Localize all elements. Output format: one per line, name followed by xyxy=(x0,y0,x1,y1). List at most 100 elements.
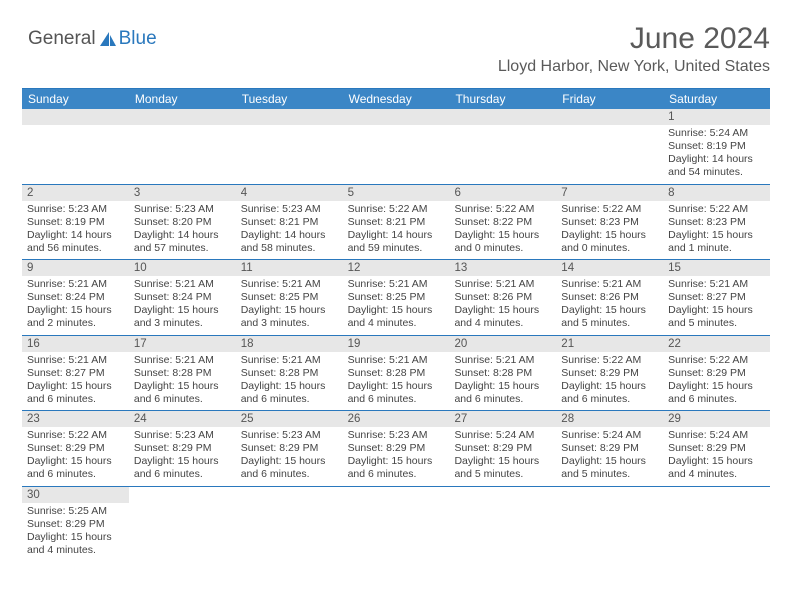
day-number: 20 xyxy=(449,336,556,352)
weekday-header: Sunday xyxy=(22,89,129,109)
day-details: Sunrise: 5:23 AMSunset: 8:29 PMDaylight:… xyxy=(236,427,343,486)
day-cell: 27Sunrise: 5:24 AMSunset: 8:29 PMDayligh… xyxy=(449,411,556,486)
day-number xyxy=(449,487,556,503)
day-cell: 30Sunrise: 5:25 AMSunset: 8:29 PMDayligh… xyxy=(22,487,129,562)
brand-text-2: Blue xyxy=(119,28,157,50)
day-cell: 9Sunrise: 5:21 AMSunset: 8:24 PMDaylight… xyxy=(22,260,129,335)
header: General Blue June 2024 Lloyd Harbor, New… xyxy=(0,0,792,80)
day-details xyxy=(663,503,770,551)
day-number: 22 xyxy=(663,336,770,352)
day-details: Sunrise: 5:21 AMSunset: 8:26 PMDaylight:… xyxy=(556,276,663,335)
day-number: 26 xyxy=(343,411,450,427)
day-number: 4 xyxy=(236,185,343,201)
day-details: Sunrise: 5:23 AMSunset: 8:29 PMDaylight:… xyxy=(129,427,236,486)
day-number: 19 xyxy=(343,336,450,352)
day-cell: 17Sunrise: 5:21 AMSunset: 8:28 PMDayligh… xyxy=(129,336,236,411)
day-number: 1 xyxy=(663,109,770,125)
day-number xyxy=(449,109,556,125)
day-number: 7 xyxy=(556,185,663,201)
day-details: Sunrise: 5:21 AMSunset: 8:26 PMDaylight:… xyxy=(449,276,556,335)
day-details: Sunrise: 5:24 AMSunset: 8:19 PMDaylight:… xyxy=(663,125,770,184)
day-number: 16 xyxy=(22,336,129,352)
day-cell: 13Sunrise: 5:21 AMSunset: 8:26 PMDayligh… xyxy=(449,260,556,335)
day-cell: 16Sunrise: 5:21 AMSunset: 8:27 PMDayligh… xyxy=(22,336,129,411)
day-number xyxy=(236,487,343,503)
week-row: 9Sunrise: 5:21 AMSunset: 8:24 PMDaylight… xyxy=(22,260,770,336)
day-cell xyxy=(343,109,450,184)
week-row: 16Sunrise: 5:21 AMSunset: 8:27 PMDayligh… xyxy=(22,336,770,412)
day-details: Sunrise: 5:21 AMSunset: 8:27 PMDaylight:… xyxy=(663,276,770,335)
day-cell: 11Sunrise: 5:21 AMSunset: 8:25 PMDayligh… xyxy=(236,260,343,335)
day-cell: 22Sunrise: 5:22 AMSunset: 8:29 PMDayligh… xyxy=(663,336,770,411)
weekday-header: Saturday xyxy=(663,89,770,109)
day-number: 18 xyxy=(236,336,343,352)
day-number: 2 xyxy=(22,185,129,201)
day-cell: 20Sunrise: 5:21 AMSunset: 8:28 PMDayligh… xyxy=(449,336,556,411)
day-details xyxy=(556,125,663,173)
day-details: Sunrise: 5:21 AMSunset: 8:25 PMDaylight:… xyxy=(343,276,450,335)
day-number: 13 xyxy=(449,260,556,276)
calendar: SundayMondayTuesdayWednesdayThursdayFrid… xyxy=(22,88,770,561)
day-cell: 8Sunrise: 5:22 AMSunset: 8:23 PMDaylight… xyxy=(663,185,770,260)
day-number: 6 xyxy=(449,185,556,201)
day-details: Sunrise: 5:24 AMSunset: 8:29 PMDaylight:… xyxy=(449,427,556,486)
brand-logo: General Blue xyxy=(28,28,157,50)
day-number: 8 xyxy=(663,185,770,201)
day-cell: 19Sunrise: 5:21 AMSunset: 8:28 PMDayligh… xyxy=(343,336,450,411)
day-details: Sunrise: 5:22 AMSunset: 8:23 PMDaylight:… xyxy=(663,201,770,260)
day-cell: 23Sunrise: 5:22 AMSunset: 8:29 PMDayligh… xyxy=(22,411,129,486)
day-cell: 15Sunrise: 5:21 AMSunset: 8:27 PMDayligh… xyxy=(663,260,770,335)
day-number xyxy=(556,109,663,125)
day-cell: 25Sunrise: 5:23 AMSunset: 8:29 PMDayligh… xyxy=(236,411,343,486)
day-cell xyxy=(129,487,236,562)
day-cell: 26Sunrise: 5:23 AMSunset: 8:29 PMDayligh… xyxy=(343,411,450,486)
day-details xyxy=(236,503,343,551)
day-details: Sunrise: 5:21 AMSunset: 8:27 PMDaylight:… xyxy=(22,352,129,411)
day-cell: 21Sunrise: 5:22 AMSunset: 8:29 PMDayligh… xyxy=(556,336,663,411)
day-number: 15 xyxy=(663,260,770,276)
day-details: Sunrise: 5:22 AMSunset: 8:29 PMDaylight:… xyxy=(22,427,129,486)
day-details xyxy=(22,125,129,173)
day-cell: 10Sunrise: 5:21 AMSunset: 8:24 PMDayligh… xyxy=(129,260,236,335)
weeks-container: 1Sunrise: 5:24 AMSunset: 8:19 PMDaylight… xyxy=(22,109,770,561)
day-cell xyxy=(343,487,450,562)
day-number: 25 xyxy=(236,411,343,427)
day-details xyxy=(449,125,556,173)
day-cell: 14Sunrise: 5:21 AMSunset: 8:26 PMDayligh… xyxy=(556,260,663,335)
day-cell: 24Sunrise: 5:23 AMSunset: 8:29 PMDayligh… xyxy=(129,411,236,486)
title-block: June 2024 Lloyd Harbor, New York, United… xyxy=(498,22,770,76)
weekday-header: Monday xyxy=(129,89,236,109)
day-cell xyxy=(663,487,770,562)
day-details xyxy=(129,125,236,173)
day-cell: 18Sunrise: 5:21 AMSunset: 8:28 PMDayligh… xyxy=(236,336,343,411)
sail-icon xyxy=(98,30,118,48)
day-number xyxy=(556,487,663,503)
day-cell: 28Sunrise: 5:24 AMSunset: 8:29 PMDayligh… xyxy=(556,411,663,486)
day-number: 5 xyxy=(343,185,450,201)
day-number: 29 xyxy=(663,411,770,427)
day-details xyxy=(343,125,450,173)
day-details: Sunrise: 5:21 AMSunset: 8:25 PMDaylight:… xyxy=(236,276,343,335)
day-details xyxy=(343,503,450,551)
day-cell: 29Sunrise: 5:24 AMSunset: 8:29 PMDayligh… xyxy=(663,411,770,486)
day-cell: 1Sunrise: 5:24 AMSunset: 8:19 PMDaylight… xyxy=(663,109,770,184)
day-cell xyxy=(129,109,236,184)
day-details: Sunrise: 5:24 AMSunset: 8:29 PMDaylight:… xyxy=(663,427,770,486)
day-cell: 4Sunrise: 5:23 AMSunset: 8:21 PMDaylight… xyxy=(236,185,343,260)
brand-text-1: General xyxy=(28,28,96,50)
day-details: Sunrise: 5:25 AMSunset: 8:29 PMDaylight:… xyxy=(22,503,129,562)
location-text: Lloyd Harbor, New York, United States xyxy=(498,58,770,76)
day-cell xyxy=(449,487,556,562)
week-row: 1Sunrise: 5:24 AMSunset: 8:19 PMDaylight… xyxy=(22,109,770,185)
day-details xyxy=(556,503,663,551)
day-number xyxy=(22,109,129,125)
day-cell: 7Sunrise: 5:22 AMSunset: 8:23 PMDaylight… xyxy=(556,185,663,260)
weekday-header-row: SundayMondayTuesdayWednesdayThursdayFrid… xyxy=(22,89,770,109)
weekday-header: Wednesday xyxy=(343,89,450,109)
day-details: Sunrise: 5:22 AMSunset: 8:29 PMDaylight:… xyxy=(556,352,663,411)
day-details: Sunrise: 5:21 AMSunset: 8:24 PMDaylight:… xyxy=(129,276,236,335)
day-details: Sunrise: 5:22 AMSunset: 8:23 PMDaylight:… xyxy=(556,201,663,260)
week-row: 30Sunrise: 5:25 AMSunset: 8:29 PMDayligh… xyxy=(22,487,770,562)
day-number: 10 xyxy=(129,260,236,276)
month-title: June 2024 xyxy=(498,22,770,56)
